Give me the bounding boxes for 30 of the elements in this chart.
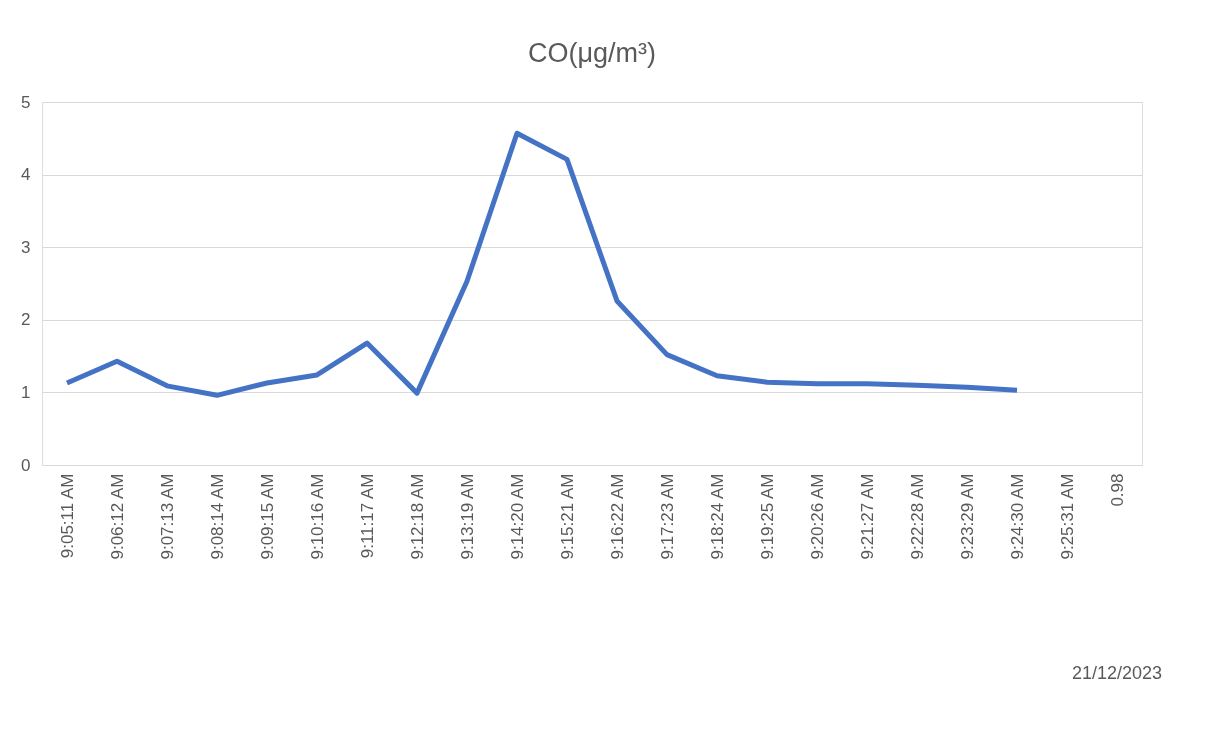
x-tick-label: 9:14:20 AM (507, 473, 527, 560)
x-tick-label: 9:05:11 AM (57, 473, 77, 559)
x-tick-label: 9:16:22 AM (607, 473, 627, 560)
y-tick-label: 5 (21, 92, 31, 112)
x-tick-label: 9:10:16 AM (307, 473, 327, 560)
x-tick-label: 9:21:27 AM (857, 473, 877, 560)
x-tick-label: 9:19:25 AM (757, 473, 777, 560)
x-tick-label: 0.98 (1107, 473, 1127, 507)
x-tick-label: 9:24:30 AM (1007, 473, 1027, 560)
x-tick-label: 9:17:23 AM (657, 473, 677, 560)
x-tick-label: 9:06:12 AM (107, 473, 127, 560)
chart-title: CO(μg/m³) (527, 38, 657, 68)
x-tick-label: 9:15:21 AM (557, 473, 577, 560)
y-tick-label: 4 (21, 165, 31, 185)
x-tick-label: 9:13:19 AM (457, 473, 477, 560)
y-tick-label: 1 (21, 382, 31, 402)
y-tick-label: 0 (21, 455, 31, 475)
x-tick-label: 9:25:31 AM (1057, 473, 1077, 560)
x-tick-label: 9:12:18 AM (407, 473, 427, 560)
x-tick-label: 9:23:29 AM (957, 473, 977, 560)
text: 21/12/2023 (1071, 663, 1162, 683)
x-tick-label: 9:22:28 AM (907, 473, 927, 560)
x-tick-label: 9:09:15 AM (257, 473, 277, 560)
x-tick-label: 9:20:26 AM (807, 473, 827, 560)
y-tick-label: 2 (21, 310, 31, 330)
x-tick-label: 9:18:24 AM (707, 473, 727, 560)
x-tick-label: 9:11:17 AM (357, 473, 377, 559)
x-tick-label: 9:08:14 AM (207, 473, 227, 560)
x-tick-label: 9:07:13 AM (157, 473, 177, 560)
y-tick-label: 3 (21, 237, 31, 257)
